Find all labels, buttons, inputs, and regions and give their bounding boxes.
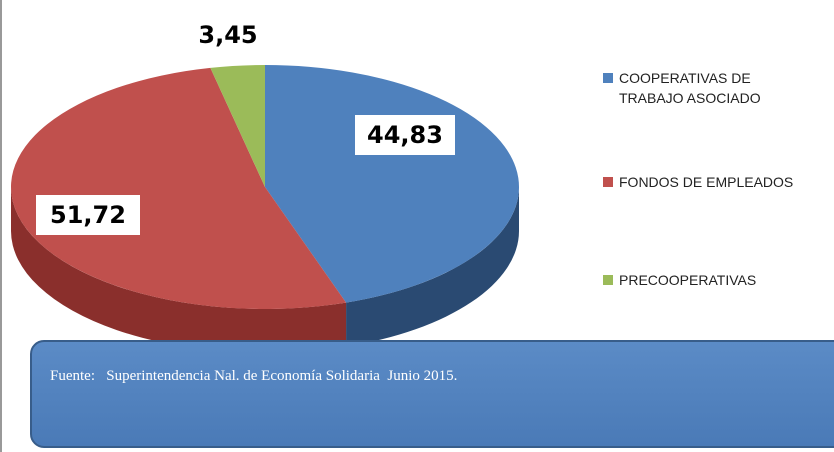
legend-label: FONDOS DE EMPLEADOS: [619, 174, 794, 190]
source-box: Fuente: Superintendencia Nal. de Economí…: [30, 340, 834, 448]
slice-side: [346, 187, 519, 347]
slice: [265, 65, 519, 303]
value-label: 3,45: [198, 21, 257, 49]
value-label-bg: [355, 115, 455, 155]
value-label-bg: [36, 195, 140, 235]
legend-label: PRECOOPERATIVAS: [619, 272, 757, 288]
slice-side: [11, 187, 347, 354]
legend-swatch: [603, 73, 613, 83]
legend-item: FONDOS DE EMPLEADOS: [603, 172, 834, 192]
legend-swatch: [603, 177, 613, 187]
value-label-bg: [190, 15, 266, 55]
frame: [0, 0, 2, 452]
value-label: 51,72: [50, 201, 126, 229]
legend-label: COOPERATIVAS DE TRABAJO ASOCIADO: [619, 70, 761, 106]
slice: [10, 67, 347, 310]
value-label: 44,83: [367, 121, 443, 149]
slice: [210, 65, 265, 187]
legend-swatch: [603, 275, 613, 285]
legend-item: PRECOOPERATIVAS: [603, 270, 834, 290]
legend-item: COOPERATIVAS DE TRABAJO ASOCIADO: [603, 68, 834, 108]
source-text: Fuente: Superintendencia Nal. de Economí…: [50, 368, 458, 384]
